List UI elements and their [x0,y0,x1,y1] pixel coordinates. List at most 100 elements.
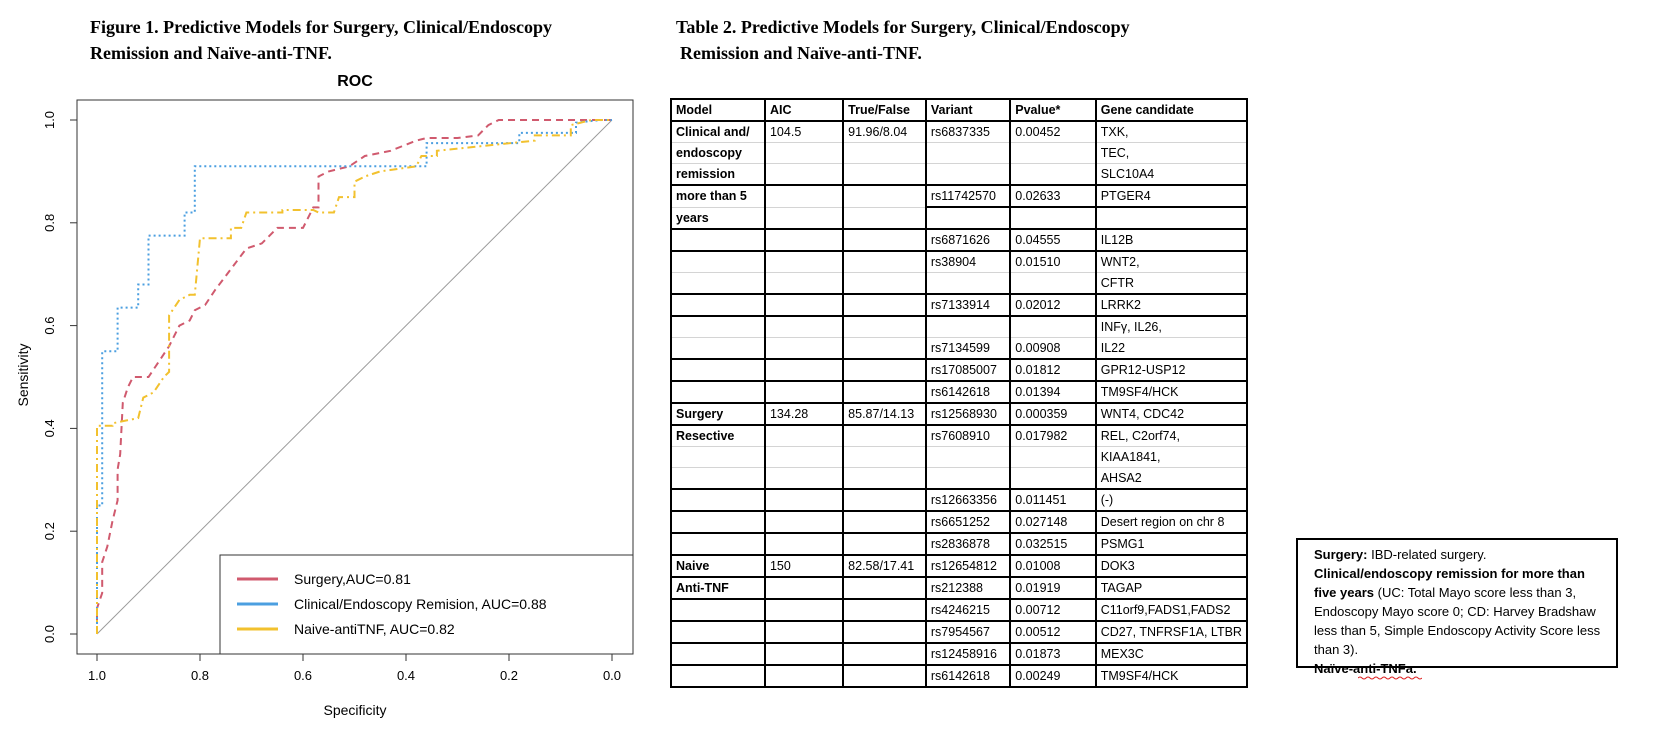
table-caption-line-1: Table 2. Predictive Models for Surgery, … [676,17,1130,37]
chart-title: ROC [337,73,373,90]
roc-chart: ROC 1.0 0.8 0.6 0.4 0.2 0.0 0.00.20.40.60.81.… [15,73,634,718]
cell-true-false [842,380,927,404]
cell-gene: CD27, TNFRSF1A, LTBR [1094,620,1249,644]
cell-pvalue: 0.01510 [1009,250,1097,273]
header-pvalue: Pvalue* [1009,98,1097,122]
cell-variant: rs12568930 [924,402,1012,426]
cell-pvalue: 0.00452 [1009,120,1097,143]
cell-model [670,358,766,382]
cell-aic [763,488,845,512]
cell-pvalue: 0.01873 [1009,642,1097,666]
cell-variant [924,446,1012,468]
cell-aic [763,337,845,360]
cell-gene: CFTR [1094,272,1249,295]
cell-pvalue [1009,315,1097,338]
cell-pvalue: 0.00908 [1009,337,1097,360]
footnote-naive-label: Naïve-anti-TNFa. [1314,661,1417,676]
cell-pvalue [1009,446,1097,468]
cell-true-false [842,358,927,382]
legend-label-clinical: Clinical/Endoscopy Remision, AUC=0.88 [294,596,547,612]
cell-gene: TXK, [1094,120,1249,143]
header-gene-candidate: Gene candidate [1094,98,1249,122]
cell-model [670,488,766,512]
cell-variant [924,315,1012,338]
cell-variant [924,163,1012,186]
table-header-row: Model AIC True/False Variant Pvalue* Gen… [670,98,1249,122]
cell-true-false [842,184,927,208]
cell-model [670,446,766,468]
cell-true-false [842,250,927,273]
cell-aic [763,293,845,317]
cell-gene: AHSA2 [1094,467,1249,490]
cell-gene: PSMG1 [1094,532,1249,556]
header-model: Model [670,98,766,122]
table-row: rs6871626 0.04555 IL12B [670,228,1249,252]
cell-true-false [842,598,927,622]
cell-aic [763,206,845,230]
cell-true-false [842,293,927,317]
series-line-clinical-endoscopy [96,119,612,634]
cell-gene: PTGER4 [1094,184,1249,208]
cell-pvalue: 0.00512 [1009,620,1097,644]
table-row: more than 5 rs11742570 0.02633 PTGER4 [670,184,1249,208]
figure-caption-line-1: Figure 1. Predictive Models for Surgery,… [90,17,552,37]
cell-variant: rs7608910 [924,424,1012,447]
table-row: Anti-TNF rs212388 0.01919 TAGAP [670,576,1249,600]
cell-model: Clinical and/ [670,120,766,143]
cell-pvalue: 0.04555 [1009,228,1097,252]
cell-model [670,642,766,666]
cell-true-false: 91.96/8.04 [842,120,927,143]
cell-variant: rs11742570 [924,184,1012,208]
cell-variant: rs6651252 [924,510,1012,534]
series-line-naive-anti-tnf [96,119,612,634]
table-row: rs6142618 0.00249 TM9SF4/HCK [670,664,1249,688]
cell-true-false [842,467,927,490]
cell-aic [763,576,845,600]
cell-variant [924,206,1012,230]
cell-pvalue: 0.01008 [1009,554,1097,578]
cell-true-false [842,446,927,468]
footnote-box: Surgery: IBD-related surgery. Clinical/e… [1296,538,1618,680]
cell-pvalue: 0.017982 [1009,424,1097,447]
table-row: CFTR [670,272,1249,295]
cell-true-false [842,272,927,295]
footnote-surgery-text: IBD-related surgery. [1367,547,1487,562]
table-caption-line-2: Remission and Naïve-anti-TNF. [680,43,922,63]
cell-aic [763,163,845,186]
cell-gene: DOK3 [1094,554,1249,578]
y-tick-label: 0.8 [42,214,57,232]
cell-model [670,620,766,644]
cell-variant: rs4246215 [924,598,1012,622]
table-row: Resective rs7608910 0.017982 REL, C2orf74, [670,424,1249,447]
cell-variant: rs38904 [924,250,1012,273]
cell-model: remission [670,163,766,186]
table-row: Surgery 134.28 85.87/14.13 rs12568930 0.000… [670,402,1249,426]
cell-variant: rs17085007 [924,358,1012,382]
table-row: KIAA1841, [670,446,1249,468]
y-tick-label: 1.0 [42,111,57,129]
table-row: rs12458916 0.01873 MEX3C [670,642,1249,666]
cell-gene: WNT2, [1094,250,1249,273]
cell-pvalue: 0.000359 [1009,402,1097,426]
x-axis-label: Specificity [323,702,386,718]
cell-pvalue [1009,163,1097,186]
x-tick-label: 0.6 [294,668,312,683]
y-tick-label: 0.2 [42,522,57,540]
x-tick-label: 0.8 [191,668,209,683]
y-axis-label: Sensitivity [15,343,31,406]
cell-model [670,510,766,534]
cell-aic [763,142,845,164]
cell-aic [763,598,845,622]
cell-aic [763,510,845,534]
cell-model [670,250,766,273]
cell-model [670,598,766,622]
cell-pvalue: 0.011451 [1009,488,1097,512]
cell-true-false [842,620,927,644]
cell-true-false: 82.58/17.41 [842,554,927,578]
cell-model: Resective [670,424,766,447]
y-axis: 0.0 0.2 0.4 0.6 0.8 1.0 [42,111,77,643]
cell-model [670,380,766,404]
cell-variant: rs7954567 [924,620,1012,644]
cell-pvalue [1009,206,1097,230]
cell-model [670,532,766,556]
